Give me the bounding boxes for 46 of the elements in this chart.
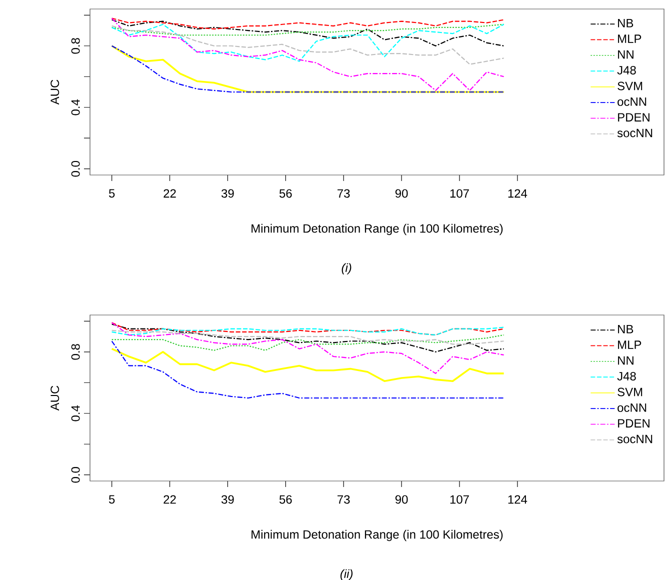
x-tick-label: 5 xyxy=(108,189,115,198)
legend-label: NN xyxy=(618,50,634,59)
x-tick-label: 73 xyxy=(338,495,350,504)
y-tick-label: 0.8 xyxy=(71,344,80,360)
legend-label: J48 xyxy=(617,372,636,380)
legend-label: NB xyxy=(618,325,634,334)
x-tick-label: 56 xyxy=(279,189,292,198)
x-tick-label: 90 xyxy=(395,189,408,198)
x-tick-label: 73 xyxy=(338,189,350,198)
legend-label: MLP xyxy=(618,340,642,349)
text: (ii) xyxy=(340,569,353,580)
x-tick-label: 124 xyxy=(508,189,528,198)
legend-label: PDEN xyxy=(618,419,650,428)
legend-label: socNN xyxy=(617,434,652,444)
legend-label: socNN xyxy=(617,128,652,138)
x-axis-title: Minimum Detonation Range (in 100 Kilometres) xyxy=(252,530,503,542)
x-axis-title: Minimum Detonation Range (in 100 Kilometres) xyxy=(252,224,503,236)
legend-label: PDEN xyxy=(618,113,650,122)
legend-label: SVM xyxy=(618,388,642,396)
y-tick-label: 0.0 xyxy=(71,466,80,483)
x-tick-label: 124 xyxy=(508,495,528,504)
x-tick-label: 22 xyxy=(164,495,176,504)
legend-label: ocNN xyxy=(618,404,646,412)
x-tick-label: 39 xyxy=(221,495,234,504)
legend-label: NN xyxy=(618,356,634,365)
text: (i) xyxy=(342,263,352,274)
x-tick-label: 107 xyxy=(450,495,469,504)
legend-label: J48 xyxy=(617,66,636,74)
x-tick-label: 56 xyxy=(279,495,292,504)
line-series xyxy=(110,348,505,382)
y-axis-title: AUC xyxy=(50,386,60,411)
legend-label: SVM xyxy=(618,82,642,90)
x-tick-label: 22 xyxy=(164,189,176,198)
legend-label: ocNN xyxy=(618,98,646,106)
y-tick-label: 0.8 xyxy=(71,38,80,54)
x-tick-label: 107 xyxy=(450,189,469,198)
y-tick-label: 0.0 xyxy=(71,160,80,177)
legend-label: MLP xyxy=(618,34,642,43)
y-axis-title: AUC xyxy=(50,80,60,105)
x-tick-label: 90 xyxy=(395,495,408,504)
legend-label: NB xyxy=(618,19,634,28)
x-tick-label: 5 xyxy=(108,495,115,504)
line-series xyxy=(111,322,504,374)
y-tick-label: 0.4 xyxy=(71,405,80,422)
x-tick-label: 39 xyxy=(221,189,234,198)
y-tick-label: 0.4 xyxy=(71,99,80,116)
